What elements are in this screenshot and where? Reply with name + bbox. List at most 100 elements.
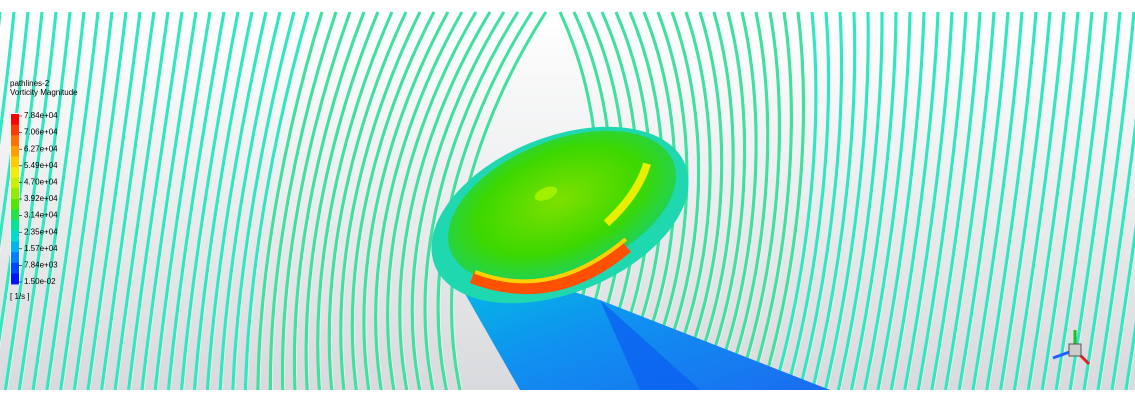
wake-core xyxy=(600,300,700,390)
pathline xyxy=(748,11,793,391)
pathline xyxy=(362,11,450,391)
pathline-highlight xyxy=(156,11,213,391)
pathline-highlight xyxy=(307,11,381,391)
pathline xyxy=(849,11,898,391)
pathline xyxy=(86,11,142,391)
pathline xyxy=(327,11,408,391)
pathline xyxy=(218,11,282,391)
pathline xyxy=(386,11,478,391)
colorbar-label: 1.57e+04 xyxy=(24,244,58,253)
pathline xyxy=(1068,11,1122,391)
pathline xyxy=(698,11,747,391)
colorbar-label: 7.06e+04 xyxy=(24,128,58,137)
pathlines xyxy=(0,11,1135,391)
pathline xyxy=(423,11,520,391)
pathline xyxy=(999,11,1052,391)
pathline xyxy=(1012,11,1066,391)
side-band xyxy=(603,162,651,227)
pathline-highlight xyxy=(702,11,747,391)
colorbar-band xyxy=(11,220,19,232)
pathline xyxy=(1082,11,1135,391)
colorbar-band xyxy=(11,262,19,274)
colorbar-label: 3.14e+04 xyxy=(24,211,58,220)
pathline xyxy=(350,11,436,391)
pathline-highlight xyxy=(426,11,521,391)
colorbar-label: 3.92e+04 xyxy=(24,194,58,203)
pathline xyxy=(292,11,366,391)
pathline xyxy=(836,11,884,391)
pathline-highlight xyxy=(330,11,409,391)
pathline xyxy=(205,11,268,391)
pathline xyxy=(166,11,226,391)
pathline xyxy=(943,11,996,391)
pathline xyxy=(31,11,86,391)
pathline-highlight xyxy=(259,11,325,391)
pathline-highlight xyxy=(801,11,844,391)
pathline-highlight xyxy=(377,11,465,391)
pathline xyxy=(723,11,770,391)
pathline-highlight xyxy=(170,11,227,391)
rotor-disk xyxy=(431,126,689,304)
pathline-highlight xyxy=(76,11,129,391)
pathline xyxy=(686,11,735,391)
pathline xyxy=(268,11,338,391)
pathline-highlight xyxy=(738,11,782,391)
pathline xyxy=(985,11,1038,391)
pathline-highlight xyxy=(1002,11,1053,391)
pathline xyxy=(410,11,506,391)
pathline-highlight xyxy=(726,11,771,391)
pathline-highlight xyxy=(1030,11,1081,391)
pathline xyxy=(231,11,296,391)
pathline-highlight xyxy=(1113,246,1135,391)
pathline-highlight xyxy=(130,11,185,391)
pathline-highlight xyxy=(0,11,31,255)
pathline-highlight xyxy=(183,11,241,391)
pathline-highlight xyxy=(0,11,45,350)
pathline xyxy=(72,11,128,391)
pathline xyxy=(180,11,240,391)
colorbar-band xyxy=(11,273,19,285)
pathline-highlight xyxy=(296,11,367,391)
pathline xyxy=(772,11,818,391)
pathline-highlight xyxy=(677,11,725,391)
legend-unit: [ 1/s ] xyxy=(10,292,30,301)
pathline-highlight xyxy=(143,11,199,391)
pathline-highlight xyxy=(947,11,997,391)
pathline-highlight xyxy=(960,11,1011,391)
pathline xyxy=(59,11,114,391)
pathline-highlight xyxy=(879,11,927,391)
pathline-highlight xyxy=(389,11,479,391)
pathline xyxy=(916,11,968,391)
pathline xyxy=(127,11,184,391)
pathline-highlight xyxy=(353,11,437,391)
pathline-highlight xyxy=(853,11,899,391)
colorbar-band xyxy=(11,177,19,189)
pathline xyxy=(1026,11,1080,391)
pathline-highlight xyxy=(788,11,831,391)
colorbar-label: 7.84e+03 xyxy=(24,261,58,270)
pathline xyxy=(863,11,912,391)
colorbar-band xyxy=(11,241,19,253)
pathline-highlight xyxy=(1016,11,1067,391)
pathline-highlight xyxy=(906,11,955,391)
pathline-highlight xyxy=(413,11,507,391)
pathline xyxy=(3,11,58,391)
colorbar-band xyxy=(11,209,19,221)
pathline-highlight xyxy=(103,11,157,391)
colorbar-band xyxy=(11,230,19,242)
pathline xyxy=(398,11,492,391)
pathline-highlight xyxy=(48,11,101,391)
pathline xyxy=(140,11,198,391)
pathline-highlight xyxy=(751,11,794,391)
pathline-highlight xyxy=(89,11,143,391)
pathline xyxy=(1124,320,1135,391)
pathline xyxy=(1110,223,1135,391)
pathline xyxy=(339,11,422,391)
colorbar-label: 6.27e+04 xyxy=(24,144,58,153)
pathline-highlight xyxy=(284,11,353,391)
pathline-highlight xyxy=(365,11,451,391)
pathline-highlight xyxy=(116,11,171,391)
colorbar-label: 7.84e+04 xyxy=(24,111,58,120)
pathline xyxy=(1054,11,1108,391)
colorbar: 7.84e+04 7.06e+04 6.27e+04 5.49e+04 4.70e+04… xyxy=(11,111,58,286)
